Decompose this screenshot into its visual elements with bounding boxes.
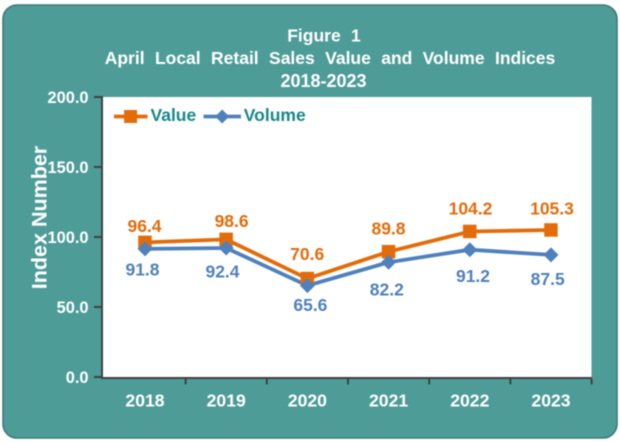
svg-text:2018: 2018 <box>125 391 164 411</box>
svg-text:65.6: 65.6 <box>293 295 327 315</box>
svg-text:2020: 2020 <box>288 391 327 411</box>
svg-text:92.4: 92.4 <box>205 262 239 282</box>
svg-text:82.2: 82.2 <box>370 279 404 299</box>
svg-text:2018-2023: 2018-2023 <box>280 71 366 91</box>
svg-text:89.8: 89.8 <box>371 218 405 238</box>
svg-text:105.3: 105.3 <box>530 198 574 218</box>
svg-text:91.2: 91.2 <box>456 266 490 286</box>
svg-text:April Local Retail Sales Value: April Local Retail Sales Value and Volum… <box>105 48 556 68</box>
svg-text:91.8: 91.8 <box>125 259 159 279</box>
svg-text:200.0: 200.0 <box>47 89 88 107</box>
svg-text:100.0: 100.0 <box>47 229 88 247</box>
svg-text:Figure 1: Figure 1 <box>287 26 361 46</box>
svg-text:Index Number: Index Number <box>28 145 52 289</box>
svg-text:104.2: 104.2 <box>449 198 493 218</box>
svg-text:150.0: 150.0 <box>47 159 88 177</box>
svg-text:Volume: Volume <box>244 105 306 125</box>
svg-text:98.6: 98.6 <box>215 211 249 231</box>
svg-text:0.0: 0.0 <box>66 369 89 387</box>
svg-text:Value: Value <box>151 105 197 125</box>
svg-text:2019: 2019 <box>207 391 246 411</box>
svg-text:87.5: 87.5 <box>531 269 565 289</box>
svg-text:2022: 2022 <box>450 391 489 411</box>
svg-text:2021: 2021 <box>369 391 408 411</box>
svg-text:70.6: 70.6 <box>290 244 324 264</box>
svg-text:50.0: 50.0 <box>57 299 89 317</box>
svg-text:2023: 2023 <box>531 391 570 411</box>
svg-text:96.4: 96.4 <box>127 216 161 236</box>
